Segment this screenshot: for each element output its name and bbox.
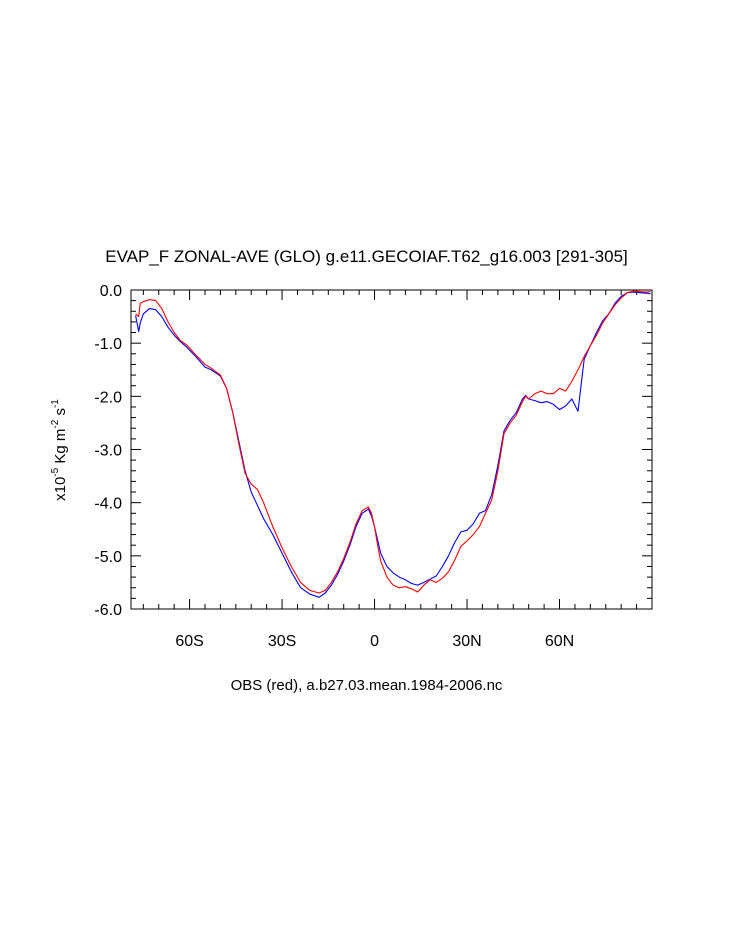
series-layer: [135, 290, 651, 598]
x-tick-label: 30N: [452, 633, 481, 650]
y-tick-label: -2.0: [94, 389, 122, 406]
major-ticks: [131, 289, 652, 610]
x-tick-label: 60N: [545, 633, 574, 650]
chart-title: EVAP_F ZONAL-AVE (GLO) g.e11.GECOIAF.T62…: [105, 247, 628, 266]
x-axis-label: OBS (red), a.b27.03.mean.1984-2006.nc: [230, 677, 503, 694]
x-tick-label: 30S: [268, 633, 296, 650]
tick-labels: 60S 30S 0 30N 60N 0.0 -1.0 -2.0 -3.0 -4.0 -5.0 -6.0: [94, 283, 574, 650]
plot-frame: [130, 289, 653, 610]
y-tick-label: -3.0: [94, 443, 122, 460]
y-tick-label: -6.0: [94, 602, 122, 619]
y-tick-label: -5.0: [94, 549, 122, 566]
x-tick-label: 0: [370, 633, 379, 650]
y-tick-label: -4.0: [94, 496, 122, 513]
minor-ticks: [131, 290, 652, 609]
series-line-model: [135, 291, 651, 598]
series-line-obs: [135, 290, 651, 594]
y-tick-label: 0.0: [100, 283, 122, 300]
x-tick-label: 60S: [175, 633, 203, 650]
y-tick-label: -1.0: [94, 336, 122, 353]
